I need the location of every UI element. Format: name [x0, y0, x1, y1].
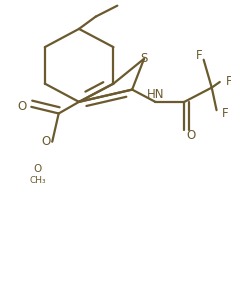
Text: O: O: [33, 164, 42, 174]
Text: F: F: [195, 49, 202, 62]
Text: HN: HN: [146, 88, 163, 101]
Text: O: O: [41, 135, 50, 148]
Text: F: F: [221, 107, 228, 120]
Text: F: F: [225, 75, 231, 88]
Text: O: O: [186, 129, 195, 142]
Text: S: S: [140, 52, 147, 65]
Text: CH₃: CH₃: [29, 176, 46, 185]
Text: O: O: [18, 100, 27, 113]
